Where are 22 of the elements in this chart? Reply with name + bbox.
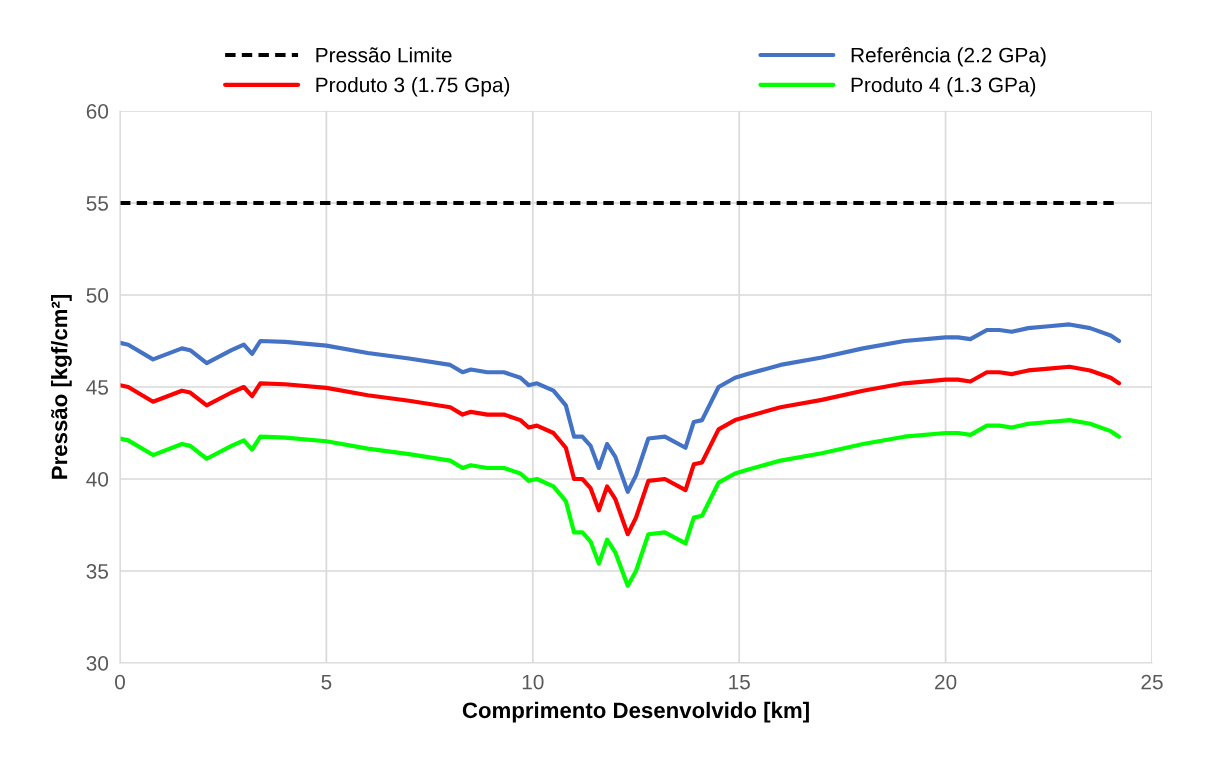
x-tick-label: 25 [1141, 674, 1163, 690]
legend-label: Produto 4 (1.3 GPa) [851, 77, 1036, 97]
y-axis-title: Pressão [kgf/cm²] [51, 295, 72, 479]
y-tick-label: 60 [86, 104, 109, 119]
legend-label: Referência (2.2 GPa) [851, 47, 1046, 67]
legend-label: Produto 3 (1.75 Gpa) [316, 77, 510, 97]
line-series [120, 322, 1122, 494]
x-axis-title: Comprimento Desenvolvido [km] [462, 701, 809, 723]
x-tick-label: 5 [321, 674, 332, 690]
line-series [120, 364, 1122, 537]
y-tick-label: 55 [86, 196, 109, 211]
y-tick-label: 30 [86, 656, 109, 671]
x-tick-label: 15 [729, 674, 750, 690]
y-tick-label: 45 [86, 380, 109, 395]
x-tick-label: 10 [522, 674, 544, 690]
y-tick-label: 50 [86, 288, 109, 303]
x-tick-label: 0 [115, 674, 125, 690]
legend-label: Pressão Limite [316, 47, 452, 63]
y-tick-label: 35 [86, 564, 109, 579]
y-tick-label: 40 [86, 472, 109, 487]
x-tick-label: 20 [935, 674, 957, 690]
line-series [120, 418, 1122, 588]
